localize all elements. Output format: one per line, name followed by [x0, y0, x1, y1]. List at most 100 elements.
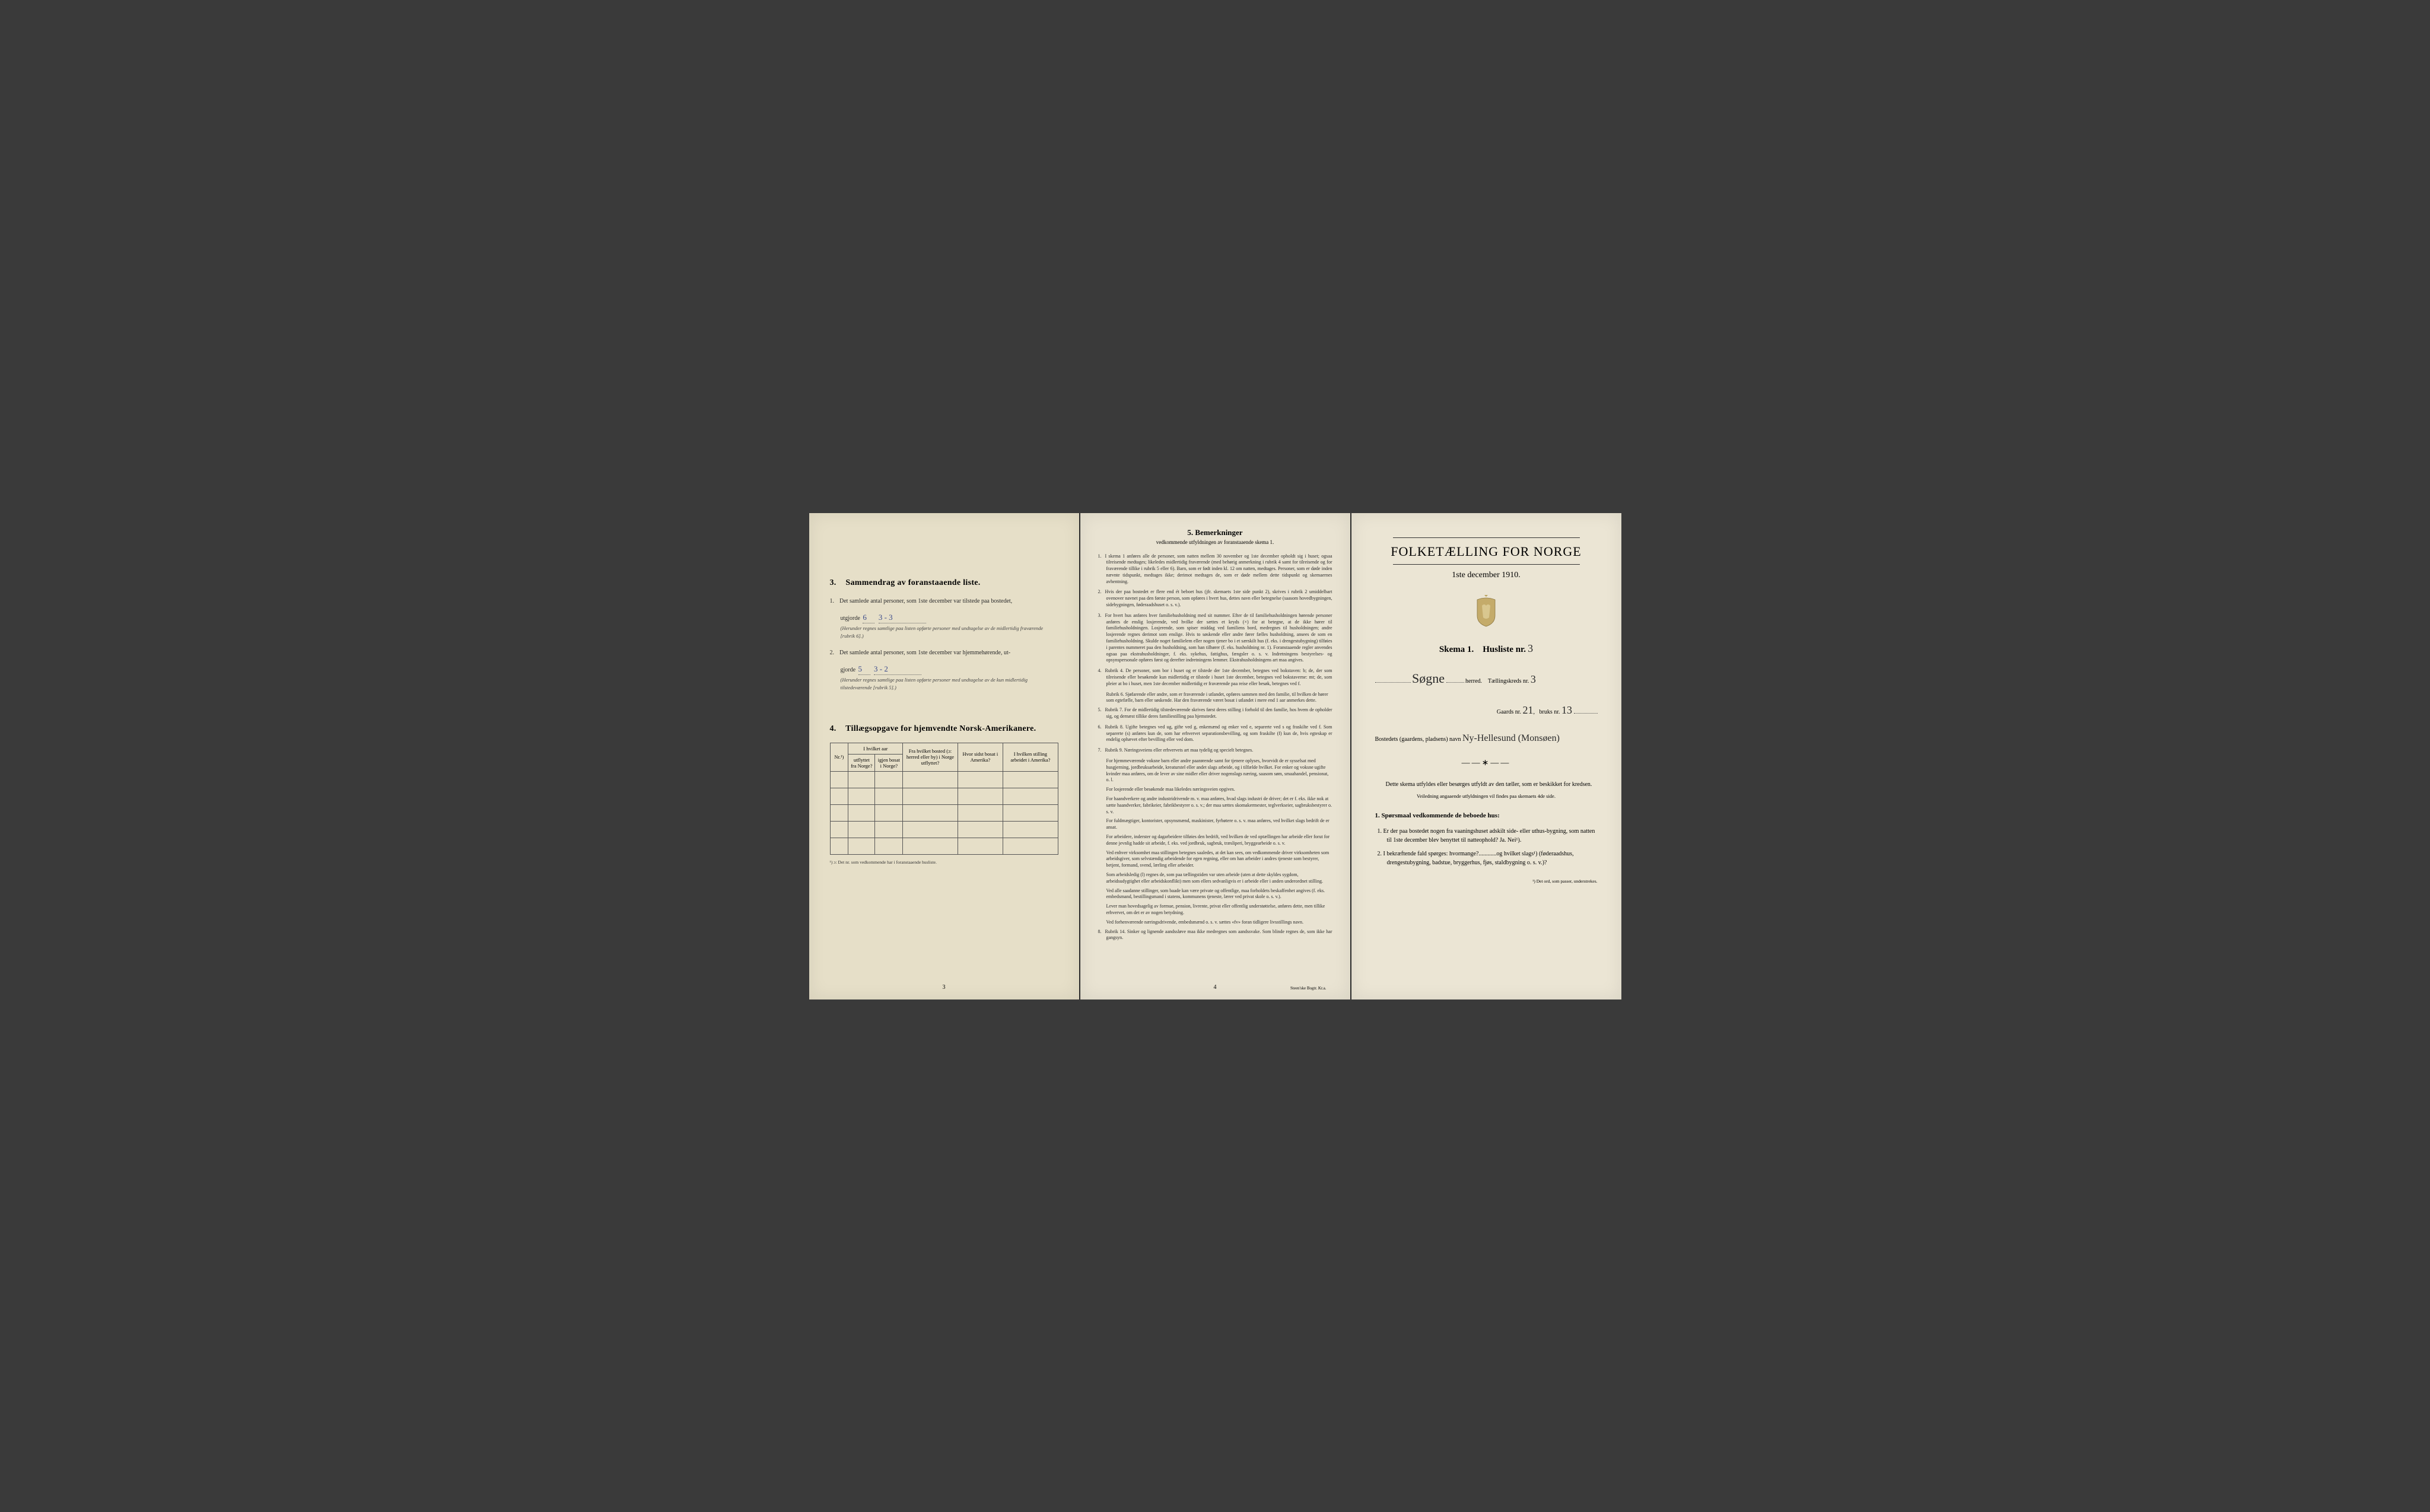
guidance-note: Veiledning angaaende utfyldningen vil fi… — [1375, 792, 1598, 800]
question-2-text: I bekræftende fald spørges: hvormange?..… — [1383, 851, 1574, 866]
right-footnote: ¹) Det ord, som passer, understrekes. — [1375, 878, 1598, 884]
item-1: 1. Det samlede antal personer, som 1ste … — [830, 597, 1058, 606]
item-2-fill-label: gjorde — [841, 667, 856, 673]
item-1-hand-2: 3 - 3 — [879, 613, 893, 622]
remarks-list: 1.I skema 1 anføres alle de personer, so… — [1098, 553, 1332, 942]
kreds-value: 3 — [1531, 670, 1536, 689]
table-row — [830, 822, 1058, 838]
page-middle: 5. Bemerkninger vedkommende utfyldningen… — [1080, 513, 1350, 999]
bosted-line: Bostedets (gaardens, pladsens) navn Ny-H… — [1375, 730, 1598, 747]
remark-7b: For losjerende eller besøkende maa likel… — [1098, 787, 1332, 793]
item-1-hand-1: 6 — [863, 613, 867, 622]
item-1-fill: utgjorde 6 3 - 3 — [830, 612, 1058, 624]
remark-7-text: Rubrik 9. Næringsveiens eller erhvervets… — [1105, 747, 1254, 753]
remark-7e: For arbeidere, inderster og dagarbeidere… — [1098, 834, 1332, 847]
remark-4: 4.Rubrik 4. De personer, som bor i huset… — [1098, 668, 1332, 687]
remark-4-sub: Rubrik 6. Sjøfarende eller andre, som er… — [1098, 692, 1332, 705]
section-3-body: 1. Det samlede antal personer, som 1ste … — [830, 597, 1058, 692]
section-3-title: Sammendrag av foranstaaende liste. — [845, 578, 980, 587]
remark-7c: For haandverkere og andre industridriven… — [1098, 796, 1332, 815]
remark-2: 2.Hvis der paa bostedet er flere end ét … — [1098, 589, 1332, 608]
table-4: Nr.¹) I hvilket aar Fra hvilket bosted (… — [830, 743, 1058, 855]
rule-top — [1393, 537, 1580, 538]
section-4-title: Tillægsopgave for hjemvendte Norsk-Ameri… — [845, 724, 1036, 733]
herred-value: Søgne — [1412, 667, 1445, 690]
remark-7i: Lever man hovedsagelig av formue, pensio… — [1098, 903, 1332, 916]
col-nr: Nr.¹) — [830, 743, 848, 772]
husliste-label: Husliste nr. — [1483, 645, 1526, 654]
right-body: Dette skema utfyldes eller besørges utfy… — [1375, 780, 1598, 884]
remark-6: 6.Rubrik 8. Ugifte betegnes ved ug, gift… — [1098, 724, 1332, 743]
bosted-value: Ny-Hellesund (Monsøen) — [1462, 730, 1560, 747]
document-triptych: 3. Sammendrag av foranstaaende liste. 1.… — [809, 513, 1621, 999]
husliste-value: 3 — [1528, 642, 1533, 655]
remark-5-text: Rubrik 7. For de midlertidig tilstedevær… — [1105, 707, 1332, 719]
item-2-hand-2: 3 - 2 — [874, 664, 888, 673]
item-2-text: Det samlede antal personer, som 1ste dec… — [839, 650, 1010, 656]
page-number-middle: 4 — [1214, 984, 1217, 991]
question-2: 2. I bekræftende fald spørges: hvormange… — [1375, 849, 1598, 867]
table-4-footnote: ¹) ɔ: Det nr. som vedkommende har i fora… — [830, 860, 1058, 865]
question-1: 1. Er der paa bostedet nogen fra vaaning… — [1375, 827, 1598, 845]
question-1-text: Er der paa bostedet nogen fra vaaningshu… — [1383, 828, 1595, 843]
remark-7: 7.Rubrik 9. Næringsveiens eller erhverve… — [1098, 747, 1332, 754]
gaards-line: Gaards nr. 21, bruks nr. 13 — [1375, 701, 1598, 720]
remark-2-text: Hvis der paa bostedet er flere end ét be… — [1105, 589, 1332, 607]
remark-7h: Ved alle saadanne stillinger, som baade … — [1098, 888, 1332, 901]
skema-label: Skema 1. — [1439, 645, 1474, 654]
remark-6-text: Rubrik 8. Ugifte betegnes ved ug, gifte … — [1105, 724, 1332, 743]
item-1-num: 1. — [830, 597, 838, 606]
remark-1: 1.I skema 1 anføres alle de personer, so… — [1098, 553, 1332, 585]
item-2-hand-1: 5 — [858, 664, 863, 673]
herred-line: Søgne herred. Tællingskreds nr. 3 — [1375, 667, 1598, 690]
bosted-label: Bostedets (gaardens, pladsens) navn — [1375, 736, 1461, 743]
col-position: I hvilken stilling arbeidet i Amerika? — [1003, 743, 1058, 772]
item-2-note: (Herunder regnes samtlige paa listen opf… — [830, 676, 1058, 692]
gaards-value: 21 — [1523, 701, 1534, 720]
kreds-label: Tællingskreds nr. — [1488, 678, 1529, 685]
remark-3: 3.For hvert hus anføres hver familiehush… — [1098, 613, 1332, 664]
skema-line: Skema 1. Husliste nr. 3 — [1375, 642, 1598, 655]
section-3-number: 3. — [830, 578, 836, 587]
remark-8: 8.Rubrik 14. Sinker og lignende aandsslø… — [1098, 929, 1332, 942]
question-heading: 1. Spørsmaal vedkommende de beboede hus: — [1375, 811, 1598, 821]
printer-credit: Steen'ske Bogtr. Kr.a. — [1290, 986, 1327, 991]
bruks-value: 13 — [1561, 701, 1572, 720]
remark-1-text: I skema 1 anføres alle de personer, som … — [1105, 553, 1332, 584]
item-1-note: (Herunder regnes samtlige paa listen opf… — [830, 625, 1058, 640]
table-row — [830, 772, 1058, 788]
page-left: 3. Sammendrag av foranstaaende liste. 1.… — [809, 513, 1079, 999]
item-2: 2. Det samlede antal personer, som 1ste … — [830, 648, 1058, 657]
item-1-text: Det samlede antal personer, som 1ste dec… — [839, 598, 1012, 604]
remark-7j: Ved forhenværende næringsdrivende, embed… — [1098, 919, 1332, 926]
remark-7g: Som arbeidsledig (l) regnes de, som paa … — [1098, 872, 1332, 885]
col-where: Hvor sidst bosat i Amerika? — [958, 743, 1003, 772]
remark-5: 5.Rubrik 7. For de midlertidig tilstedev… — [1098, 707, 1332, 720]
table-row — [830, 838, 1058, 855]
question-2-num: 2. — [1378, 851, 1382, 857]
page-number-left: 3 — [943, 984, 946, 991]
col-from: Fra hvilket bosted (ɔ: herred eller by) … — [903, 743, 958, 772]
section-5-title: 5. Bemerkninger — [1098, 528, 1332, 537]
main-title: FOLKETÆLLING FOR NORGE — [1375, 544, 1598, 559]
table-row — [830, 805, 1058, 822]
ornament-divider: ――∗―― — [1375, 758, 1598, 768]
remark-4-text: Rubrik 4. De personer, som bor i huset o… — [1105, 668, 1332, 686]
remark-7f: Ved enhver virksomhet maa stillingen bet… — [1098, 850, 1332, 869]
rule-under-title — [1393, 564, 1580, 565]
coat-of-arms-icon — [1471, 595, 1501, 628]
remark-8-text: Rubrik 14. Sinker og lignende aandssløve… — [1105, 929, 1332, 941]
question-1-num: 1. — [1378, 828, 1382, 835]
col-returned: igjen bosat i Norge? — [875, 754, 903, 771]
bruks-label: bruks nr. — [1540, 709, 1560, 715]
herred-label: herred. — [1465, 678, 1482, 685]
table-row — [830, 788, 1058, 805]
section-4-number: 4. — [830, 724, 836, 733]
remark-3-text: For hvert hus anføres hver familiehushol… — [1105, 613, 1332, 663]
item-1-fill-label: utgjorde — [841, 615, 860, 622]
remark-7d: For fuldmægtiger, kontorister, opsynsmæn… — [1098, 818, 1332, 831]
item-2-num: 2. — [830, 648, 838, 657]
section-3-heading: 3. Sammendrag av foranstaaende liste. — [830, 578, 1058, 588]
page-right: FOLKETÆLLING FOR NORGE 1ste december 191… — [1351, 513, 1621, 999]
section-5-subtitle: vedkommende utfyldningen av foranstaaend… — [1098, 539, 1332, 545]
